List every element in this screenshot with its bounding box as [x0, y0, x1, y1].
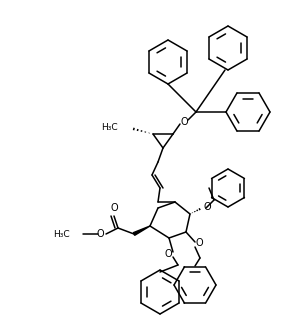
Text: O: O: [97, 229, 104, 239]
Text: O: O: [204, 202, 212, 212]
Text: O: O: [180, 117, 188, 127]
Text: H₃C: H₃C: [101, 123, 118, 131]
Text: O: O: [110, 203, 118, 213]
Text: H₃C: H₃C: [53, 229, 70, 238]
Text: O: O: [196, 238, 204, 248]
Text: O: O: [164, 249, 172, 259]
Polygon shape: [133, 226, 150, 235]
